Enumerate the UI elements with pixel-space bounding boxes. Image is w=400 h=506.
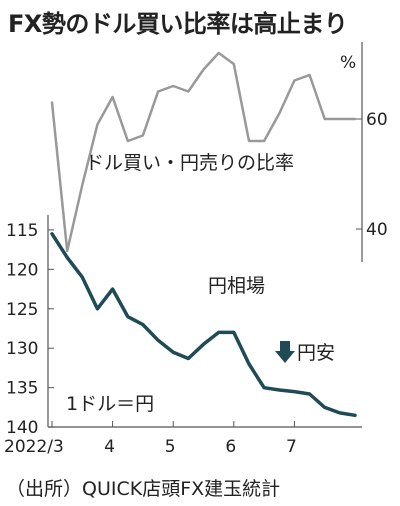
right-tick-label: 40 xyxy=(366,220,388,240)
x-tick-label: 5 xyxy=(165,437,176,457)
left-tick-label: 135 xyxy=(6,379,38,399)
left-tick-label: 120 xyxy=(6,260,38,280)
x-tick-label: 2022/3 xyxy=(4,437,64,457)
left-tick-label: 125 xyxy=(6,300,38,320)
yen-unit-label: 1ドル＝円 xyxy=(66,393,154,415)
right-tick-label: 60 xyxy=(366,110,388,130)
x-tick-label: 6 xyxy=(225,437,236,457)
left-tick-label: 115 xyxy=(6,221,38,241)
right-unit-label: % xyxy=(340,53,356,73)
yen-series-line xyxy=(50,232,357,418)
x-tick-label: 4 xyxy=(104,437,115,457)
chart-title: FX勢のドル買い比率は高止まり xyxy=(8,10,348,38)
ratio-series-label: ドル買い・円売りの比率 xyxy=(85,152,294,174)
yen-weak-label: 円安 xyxy=(297,342,335,364)
ratio-series-line xyxy=(50,51,357,253)
left-tick-label: 140 xyxy=(6,418,38,438)
down-arrow-icon xyxy=(275,341,295,363)
yen-series-label: 円相場 xyxy=(208,275,265,297)
left-tick-label: 130 xyxy=(6,339,38,359)
x-tick-label: 7 xyxy=(286,437,297,457)
source-note: （出所）QUICK店頭FX建玉統計 xyxy=(6,478,281,500)
